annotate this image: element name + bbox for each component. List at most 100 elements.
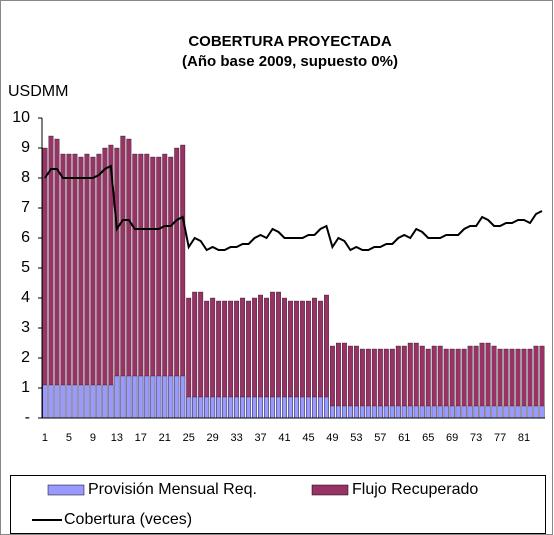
bar [258, 396, 263, 419]
x-tick-label: 25 [183, 432, 195, 444]
bar [156, 375, 162, 419]
legend [10, 475, 546, 534]
x-tick-label: 49 [326, 432, 338, 444]
bar [84, 153, 90, 419]
bar [240, 396, 246, 419]
bar [371, 405, 377, 419]
bar [353, 405, 359, 419]
y-tick-label: 9 [21, 139, 30, 156]
legend-label: Provisión Mensual Req. [88, 481, 257, 498]
bar [90, 156, 96, 419]
bar [413, 405, 419, 419]
legend-label: Cobertura (veces) [64, 511, 192, 528]
bar [228, 396, 234, 419]
bar [443, 405, 449, 419]
bar [102, 384, 108, 419]
bar [66, 153, 72, 419]
x-tick-label: 33 [230, 432, 242, 444]
x-tick-label: 45 [302, 432, 314, 444]
bar [282, 396, 287, 419]
x-tick-label: 65 [422, 432, 434, 444]
bar [42, 147, 48, 419]
bar [431, 405, 437, 419]
bar [335, 405, 341, 419]
x-tick-label: 69 [446, 432, 458, 444]
bar [168, 375, 174, 419]
bar [186, 396, 192, 419]
bar [174, 375, 180, 419]
bar [60, 384, 66, 419]
bar [324, 396, 329, 419]
x-tick-label: 5 [66, 432, 72, 444]
x-tick-label: 29 [207, 432, 219, 444]
bar [246, 396, 252, 419]
bar [389, 405, 395, 419]
bar [72, 384, 78, 419]
bar [48, 384, 54, 419]
x-tick-label: 73 [470, 432, 482, 444]
bar [222, 396, 228, 419]
bar [162, 375, 168, 419]
bar [467, 405, 473, 419]
bar [78, 384, 84, 419]
x-tick-label: 53 [350, 432, 362, 444]
y-tick-label: 8 [21, 169, 30, 186]
bar [509, 405, 515, 419]
y-tick-label: 3 [21, 319, 30, 336]
bar [66, 384, 72, 419]
x-tick-label: 17 [135, 432, 147, 444]
y-tick-label: 4 [21, 289, 30, 306]
bar [461, 405, 467, 419]
x-tick-label: 13 [111, 432, 123, 444]
bar [120, 135, 126, 419]
bar [210, 396, 216, 419]
bar [527, 405, 533, 419]
bar [539, 405, 545, 419]
bar [479, 405, 485, 419]
bar [102, 147, 108, 419]
y-axis-label: USDMM [8, 83, 68, 100]
bar [78, 156, 84, 419]
x-tick-label: 37 [254, 432, 266, 444]
chart-subtitle: (Año base 2009, supuesto 0%) [182, 53, 398, 70]
y-tick-label: 5 [21, 259, 30, 276]
bar [192, 396, 198, 419]
y-tick-label: 10 [12, 109, 30, 126]
bar [449, 405, 455, 419]
bar [318, 396, 323, 419]
bar [437, 405, 443, 419]
y-tick-label: 6 [21, 229, 30, 246]
bar [347, 405, 353, 419]
y-tick-label: 2 [21, 349, 30, 366]
x-tick-label: 81 [518, 432, 530, 444]
bar [341, 405, 347, 419]
bar [365, 405, 371, 419]
bar [425, 405, 431, 419]
bar [419, 405, 425, 419]
line [44, 164, 543, 252]
bar [48, 135, 54, 419]
bar [264, 396, 269, 419]
legend-swatch [311, 484, 349, 496]
bar [90, 384, 96, 419]
bar [138, 375, 144, 419]
bar [503, 405, 509, 419]
x-tick-label: 77 [494, 432, 506, 444]
bar [306, 396, 311, 419]
bar [54, 384, 60, 419]
x-tick-label: 41 [278, 432, 290, 444]
bar [96, 384, 102, 419]
bar [329, 405, 335, 419]
legend-swatch [47, 484, 85, 496]
bar [533, 405, 539, 419]
bar [288, 396, 293, 419]
bar [455, 405, 461, 419]
bar [54, 138, 60, 419]
bar [60, 153, 66, 419]
y-tick-label: - [25, 409, 30, 426]
bar [312, 396, 317, 419]
y-tick-label: 7 [21, 199, 30, 216]
bar [515, 405, 521, 419]
bar [252, 396, 258, 419]
